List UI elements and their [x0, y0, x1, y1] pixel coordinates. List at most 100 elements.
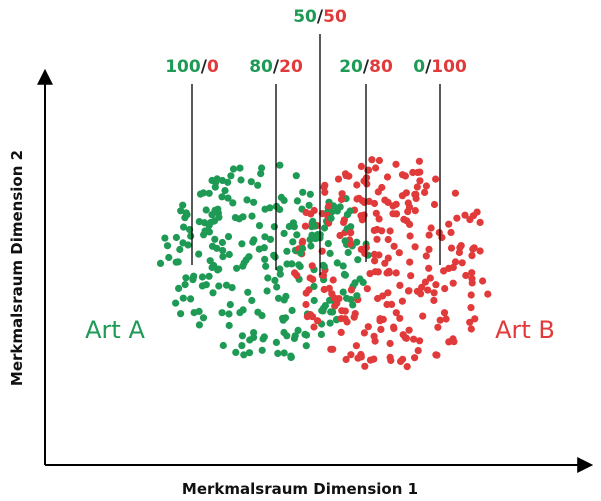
dot — [180, 223, 188, 231]
dot — [181, 281, 189, 289]
dot — [287, 353, 295, 361]
dot — [434, 323, 442, 331]
ratio-label: 50/50 — [293, 7, 347, 27]
dot — [397, 357, 405, 365]
ratio-b: 100 — [431, 57, 467, 77]
dot — [326, 249, 334, 257]
dot — [202, 281, 210, 289]
dot — [283, 260, 291, 268]
dot — [308, 313, 317, 321]
dot — [266, 235, 275, 243]
dot — [363, 285, 371, 293]
dot — [326, 319, 334, 327]
dot — [451, 189, 459, 197]
dot — [263, 287, 271, 295]
dot — [425, 231, 433, 239]
dot — [374, 188, 382, 196]
dot — [225, 310, 233, 318]
dot — [467, 325, 475, 333]
dot — [376, 317, 384, 325]
dot — [392, 269, 400, 277]
dot — [215, 213, 223, 221]
dot — [208, 242, 217, 250]
dot — [383, 173, 392, 181]
ratio-b: 80 — [369, 57, 393, 77]
dot — [353, 238, 361, 246]
dot — [187, 232, 195, 240]
dot — [327, 214, 335, 222]
dot — [250, 329, 258, 337]
ratio-b: 0 — [207, 57, 219, 77]
dot — [215, 282, 223, 290]
dot — [309, 217, 317, 225]
dot — [293, 197, 301, 205]
dot — [229, 165, 238, 173]
dot — [337, 195, 346, 204]
dot — [342, 172, 350, 180]
dot — [306, 190, 314, 198]
dot — [377, 325, 385, 333]
dot — [299, 188, 307, 196]
dot — [233, 264, 241, 272]
dot — [442, 315, 450, 323]
dot — [386, 227, 394, 235]
dot — [224, 233, 233, 241]
dot — [260, 333, 268, 341]
dot — [370, 226, 378, 234]
ratio-sep: / — [273, 57, 280, 77]
dot — [232, 348, 240, 356]
dot — [441, 285, 449, 293]
dot — [456, 244, 464, 252]
dot — [176, 245, 184, 254]
dot — [310, 282, 318, 290]
dot — [320, 224, 329, 232]
dot — [372, 164, 380, 172]
dot — [375, 156, 383, 165]
dot — [310, 296, 318, 305]
dot — [430, 200, 439, 209]
dot — [254, 308, 262, 316]
dot — [344, 248, 352, 257]
dot — [347, 229, 355, 237]
dot — [351, 279, 359, 287]
dot — [221, 187, 229, 195]
dot — [218, 238, 226, 247]
dot — [347, 296, 355, 304]
dot — [340, 216, 348, 224]
dot — [368, 156, 376, 164]
dot — [276, 161, 284, 169]
dot — [419, 312, 427, 320]
dot — [407, 272, 415, 280]
dot — [466, 318, 474, 326]
x-axis-label: Merkmalsraum Dimension 1 — [182, 480, 418, 498]
dot — [398, 171, 407, 179]
ratio-label: 0/100 — [413, 57, 467, 77]
dot — [374, 294, 382, 303]
dot — [385, 269, 393, 277]
ratio-label: 20/80 — [339, 57, 393, 77]
dot — [406, 258, 414, 266]
dot — [401, 334, 409, 342]
dot — [436, 316, 444, 324]
dot — [297, 249, 305, 257]
dot — [195, 250, 203, 258]
dot — [319, 271, 328, 279]
dot — [177, 310, 185, 318]
dot — [476, 218, 484, 226]
dot — [339, 262, 347, 270]
dot — [177, 207, 185, 215]
dot — [398, 297, 406, 305]
dot — [273, 283, 281, 291]
dot — [227, 172, 235, 180]
dot — [357, 212, 365, 220]
dot — [260, 244, 268, 252]
dot — [325, 202, 333, 210]
dot — [294, 326, 302, 334]
dot — [402, 189, 410, 197]
dot — [206, 257, 214, 265]
class-a-label: Art A — [85, 316, 145, 344]
dot — [213, 175, 221, 183]
ratio-a: 50 — [293, 7, 317, 27]
dot — [258, 164, 266, 172]
